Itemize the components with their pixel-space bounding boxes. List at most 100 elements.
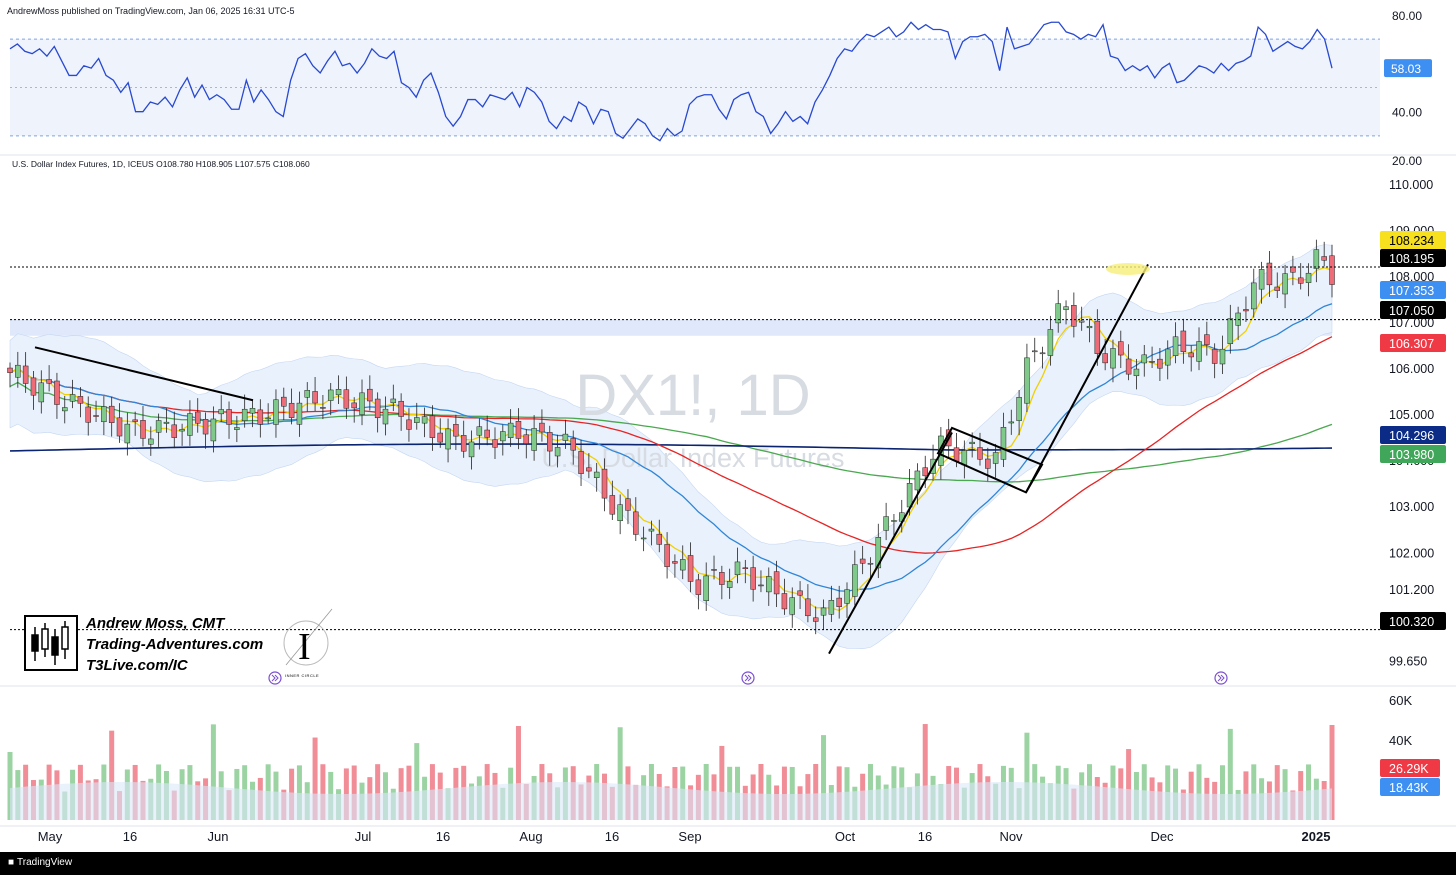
candle-body [750,567,756,590]
candle-body [1016,397,1022,421]
candle-body [54,380,60,405]
volume-bar [109,730,115,820]
volume-bar [789,766,795,820]
candle-body [468,441,475,458]
candle-body [460,435,467,452]
volume-bar [1219,765,1225,820]
candle-body [656,533,663,545]
candle-body [38,382,45,403]
rsi-line [9,21,1333,142]
candle-body [601,468,608,499]
candle-body [46,379,52,384]
candle-body [343,389,350,409]
price-label-badge [1380,334,1446,352]
candle-body [296,402,303,425]
candle-body [234,427,240,430]
volume-bar [1196,764,1202,820]
candle-body [382,408,389,425]
candle-body [820,607,827,616]
candle-body [202,418,209,435]
price-tick-label: 101.200 [1389,583,1434,597]
candle-body [781,593,788,610]
candle-body [625,498,631,511]
candle-body [116,417,123,437]
price-label-badge [1380,281,1446,299]
candle-body [108,405,115,423]
candle-body [1118,341,1124,356]
candle-body [22,365,29,384]
candle-body [977,447,983,460]
candlestick-logo-icon [24,615,78,671]
candle-body [101,406,107,423]
candle-body [445,428,451,450]
candle-body [875,537,882,569]
volume-pane [7,724,1335,820]
candle-body [812,617,819,622]
candle-body [367,388,373,402]
price-label-badge [1380,612,1446,630]
branding-site: Trading-Adventures.com [86,636,264,653]
candle-body [69,394,76,402]
candle-body [687,555,694,582]
candle-body [992,452,999,464]
event-arrow-icon [744,674,752,682]
volume-label: 18.43K [1389,781,1429,795]
candle-body [1297,277,1304,284]
candle-body [539,422,545,433]
bollinger-cloud [9,244,1333,649]
candle-body [406,419,412,430]
candle-body [695,579,702,595]
price-tick-label: 102.000 [1389,546,1434,560]
candle-body [62,407,68,412]
rsi-last-badge [1384,59,1432,78]
candle-body [359,392,365,415]
candle-body [492,439,498,448]
candle-body [914,470,921,491]
volume-bar [210,724,216,820]
candle-body [859,558,866,564]
candle-body [249,408,256,414]
candle-body [1211,349,1218,364]
candle-body [484,429,490,438]
candle-body [742,567,749,569]
candle-body [1000,427,1007,460]
volume-label: 26.29K [1389,762,1429,776]
x-tick-label: Aug [519,829,542,844]
candle-body [1078,320,1085,323]
candle-body [77,396,84,404]
candle-body [961,450,968,466]
inner-circle-letter: I [298,626,311,668]
watermark-symbol: DX1!, 1D [575,363,810,428]
candle-body [852,564,858,597]
candle-body [703,575,709,601]
candle-body [327,389,334,401]
candle-body [273,399,279,425]
symbol-legend: U.S. Dollar Index Futures, 1D, ICEUS O10… [12,159,310,169]
candle-body [726,581,733,588]
volume-bar [414,743,420,820]
candle-body [1047,329,1054,356]
candle-body [171,424,178,438]
candle-body [609,495,616,515]
candle-body [789,597,795,615]
x-tick-label: Nov [999,829,1023,844]
volume-tick-label: 60K [1389,693,1412,708]
price-tick-label: 108.000 [1389,270,1434,284]
price-label: 108.195 [1389,252,1434,266]
candle-body [194,411,201,424]
volume-bar [351,765,357,820]
x-tick-label: 16 [436,829,450,844]
trendline-down [34,346,254,402]
candle-body [1251,282,1257,310]
candle-body [1102,353,1108,364]
candle-body [265,417,271,420]
candle-body [531,428,537,451]
candle-body [1157,358,1163,369]
x-tick-label: 2025 [1302,829,1331,844]
candle-body [226,409,232,425]
tv-logo-text: TradingView [17,857,73,868]
price-label: 103.980 [1389,448,1434,462]
candle-body [985,458,991,469]
ema-navy-line [9,443,1333,452]
price-label: 107.050 [1389,304,1434,318]
